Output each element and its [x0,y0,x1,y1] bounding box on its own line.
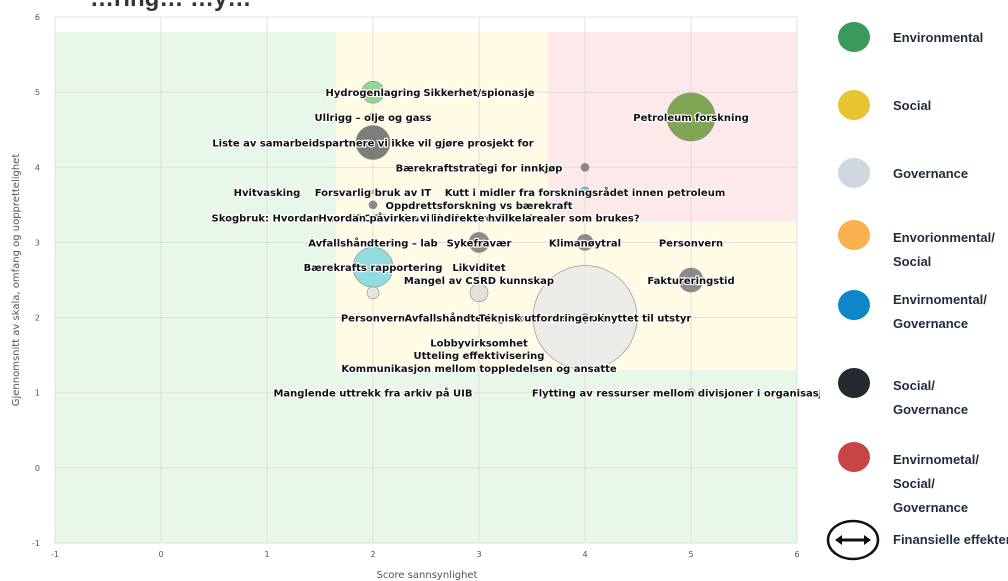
x-axis-title: Score sannsynlighet [377,570,478,581]
x-tick-label: 2 [370,550,375,559]
double-arrow-icon [826,519,880,561]
data-point [475,201,483,209]
data-point [368,200,378,210]
data-label: Ullrigg – olje og gass [315,113,432,124]
data-label: Manglende uttrekk fra arkiv på UIB [273,387,472,400]
legend-label: Governance [893,166,969,181]
data-label: Forsvarlig bruk av IT [315,188,432,199]
data-label: Liste av samarbeidspartnere vi ikke vil … [212,138,533,149]
data-label: Faktureringstid [647,276,734,287]
data-label: Personvern [659,238,723,249]
x-tick-label: -1 [51,550,59,559]
legend-label: Environmental [893,30,984,45]
data-label: Bærekrafts rapportering [304,263,443,274]
data-label: Lobbyvirksomhet [430,338,528,349]
data-point [475,214,483,221]
data-label: Petroleum forskning [633,113,749,124]
x-tick-label: 0 [158,550,163,559]
data-point [580,313,590,322]
data-point [366,286,380,300]
y-tick-label: 0 [35,464,40,473]
data-point [476,352,482,358]
x-tick-label: 3 [476,550,481,559]
environmental-social-swatch-icon [838,220,870,250]
data-label: Teknisk utfordringer knyttet til utstyr [479,314,692,325]
legend-label: Envirnometal/ Social/ Governance [893,452,979,515]
x-tick-label: 4 [582,550,587,559]
data-label: Likviditet [452,263,506,274]
data-point [475,88,483,96]
data-point [370,215,376,220]
legend-label: Social [893,98,932,113]
data-point [474,275,484,285]
env-social-governance-swatch-icon [838,442,870,472]
data-point [579,186,591,198]
y-tick-label: 5 [35,88,40,97]
data-label: Reisepolicy [553,314,617,325]
social-swatch-icon [838,90,870,120]
data-label: Sykefravær [447,238,512,249]
data-label: Mangel av CSRD kunnskap [404,276,554,287]
data-point [370,189,376,195]
data-point [666,92,716,142]
data-point [370,315,376,320]
x-tick-label: 6 [794,550,799,559]
data-label: Hvitvasking [234,188,301,199]
data-point [370,240,376,245]
legend-label: Envorionmental/ Social [893,230,995,269]
data-point [355,125,391,160]
data-point [361,80,385,104]
data-label: Personvern [341,314,405,325]
data-point [474,162,484,172]
data-label: Hydrogenlagring [326,88,421,99]
environmental-governance-swatch-icon [838,290,870,320]
y-tick-label: 6 [35,13,40,22]
y-tick-label: -1 [32,539,40,548]
social-governance-swatch-icon [838,368,870,398]
legend-label: Social/ Governance [893,378,969,417]
data-point [686,388,696,398]
environmental-swatch-icon [838,22,870,52]
data-point [476,140,482,145]
data-point [580,162,590,172]
data-label: Hvordan påvirker vi indirekte hvilke are… [318,212,640,225]
data-label: Klimanøytral [549,238,621,249]
data-label: Bærekraftstrategi for innkjøp [396,163,563,174]
legend-label: Envirnomental/ Governance [893,292,987,331]
legend: Environmental Social Governance Envorion… [820,0,1008,581]
data-point [476,265,482,270]
data-label: Oppdrettsforskning vs bærekraft [385,201,572,212]
governance-swatch-icon [838,158,870,188]
scatter-chart: …ring… …y… HydrogenlagringSikkerhet/spio… [11,0,820,581]
data-point [688,240,694,245]
data-label: Sikkerhet/spionasje [423,88,534,99]
y-tick-label: 1 [35,389,40,398]
y-tick-label: 3 [35,238,40,247]
data-point [476,365,482,371]
x-tick-label: 1 [264,550,269,559]
data-point [476,340,482,345]
data-point [468,232,490,253]
y-tick-label: 4 [35,163,40,172]
data-label: Kommunikasjon mellom toppledelsen og ans… [341,364,617,375]
data-label: Avfallshåndtering – kontor [404,312,553,325]
y-axis-title: Gjennomsnitt av skala, omfang og uoppret… [11,154,22,407]
data-point [370,390,376,395]
data-point [476,315,482,320]
data-point [368,112,378,122]
data-point [576,234,594,251]
data-point [264,189,270,195]
y-tick-label: 2 [35,314,40,323]
data-label: Avfallshåndtering – lab [308,236,437,249]
data-label: Kutt i midler fra forskningsrådet innen … [445,186,726,199]
data-label: Skogbruk: Hvordan kan NROCE bidra til be… [212,214,535,225]
legend-label: Finansielle effekter [893,532,1008,547]
x-tick-label: 5 [688,550,693,559]
data-point [678,267,704,293]
data-label: Flytting av ressurser mellom divisjoner … [532,389,820,400]
chart-title: …ring… …y… [90,0,251,12]
data-label: Utteling effektivisering [414,351,545,362]
